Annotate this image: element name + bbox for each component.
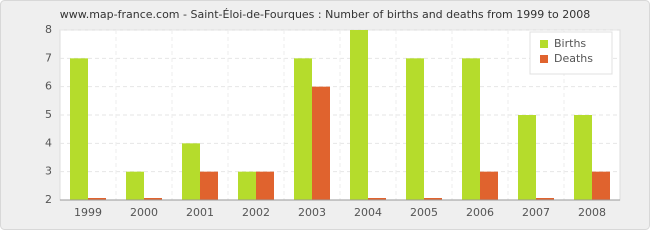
bar [144, 198, 162, 200]
bar [518, 115, 536, 200]
y-tick-label: 3 [45, 165, 52, 178]
bar [574, 115, 592, 200]
bar [238, 171, 256, 200]
legend-label: Deaths [554, 52, 593, 65]
bar [294, 58, 312, 201]
bar [312, 86, 330, 200]
bar [424, 198, 442, 200]
legend-label: Births [554, 37, 586, 50]
legend-swatch [540, 55, 548, 63]
y-tick-label: 5 [45, 108, 52, 121]
bar [592, 171, 610, 200]
x-tick-label: 2001 [186, 206, 214, 219]
bar [200, 171, 218, 200]
x-tick-label: 2006 [466, 206, 494, 219]
bar [350, 30, 368, 200]
bar [462, 58, 480, 201]
x-tick-label: 2005 [410, 206, 438, 219]
bar [126, 171, 144, 200]
bar [406, 58, 424, 201]
y-tick-label: 4 [45, 136, 52, 149]
bar [182, 143, 200, 200]
chart: www.map-france.com - Saint-Éloi-de-Fourq… [0, 0, 650, 230]
y-tick-label: 6 [45, 80, 52, 93]
x-tick-label: 2007 [522, 206, 550, 219]
bar [70, 58, 88, 201]
bar [256, 171, 274, 200]
x-tick-label: 2008 [578, 206, 606, 219]
chart-title: www.map-france.com - Saint-Éloi-de-Fourq… [60, 8, 591, 21]
bar [368, 198, 386, 200]
bar [88, 198, 106, 200]
y-tick-label: 7 [45, 51, 52, 64]
y-tick-label: 8 [45, 23, 52, 36]
y-tick-label: 2 [45, 193, 52, 206]
x-tick-label: 2000 [130, 206, 158, 219]
legend-swatch [540, 40, 548, 48]
legend-box [529, 31, 613, 75]
bar [536, 198, 554, 200]
bar [480, 171, 498, 200]
x-tick-label: 1999 [74, 206, 102, 219]
x-tick-label: 2002 [242, 206, 270, 219]
x-tick-label: 2004 [354, 206, 382, 219]
x-tick-label: 2003 [298, 206, 326, 219]
